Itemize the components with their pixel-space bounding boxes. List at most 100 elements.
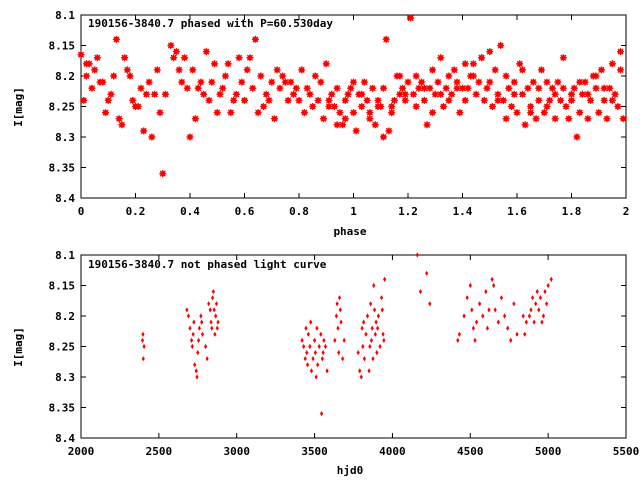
data-point [305, 362, 310, 368]
data-point [362, 356, 366, 362]
x-axis-label: phase [333, 225, 366, 238]
data-point [205, 96, 213, 104]
data-point [246, 54, 254, 62]
data-point [337, 350, 341, 356]
data-point [521, 121, 529, 129]
data-point [505, 84, 513, 92]
data-point [224, 60, 232, 68]
data-point [102, 109, 110, 117]
data-point [516, 60, 524, 68]
data-point [341, 115, 349, 123]
data-point [584, 115, 592, 123]
data-point [306, 331, 310, 337]
data-point [445, 96, 453, 104]
data-point [366, 115, 374, 123]
data-point [311, 72, 319, 80]
data-point [338, 307, 342, 313]
data-point [462, 313, 466, 319]
y-tick-label: 8.2 [55, 70, 75, 83]
data-point [390, 96, 398, 104]
data-point [317, 78, 325, 86]
data-point [426, 84, 434, 92]
x-tick-label: 1.4 [453, 205, 473, 218]
data-point [532, 115, 540, 123]
data-point [587, 96, 595, 104]
data-point [159, 170, 167, 178]
data-point [265, 96, 273, 104]
data-point [369, 301, 373, 307]
data-point [214, 313, 218, 319]
data-point [192, 319, 196, 325]
plot-frame [80, 254, 627, 439]
data-point [544, 301, 549, 307]
data-point [543, 78, 551, 86]
data-point [276, 84, 284, 92]
data-point [499, 96, 507, 104]
data-point [287, 78, 295, 86]
data-point [543, 103, 551, 110]
y-tick-label: 8.35 [49, 162, 76, 175]
data-point [359, 374, 363, 380]
data-point [344, 90, 352, 98]
data-point [214, 301, 219, 307]
data-point [178, 78, 186, 86]
data-point [215, 325, 219, 331]
data-point [304, 325, 308, 331]
data-point [481, 313, 485, 319]
data-point [412, 72, 420, 80]
data-point [185, 307, 189, 313]
data-point [381, 331, 385, 337]
y-tick-label: 8.15 [49, 280, 76, 293]
data-point [208, 307, 212, 313]
data-point [617, 66, 625, 74]
unphased-plot: 190156-3840.7 not phased light curve 8.1… [12, 249, 639, 477]
data-point [559, 54, 567, 62]
data-point [366, 109, 374, 117]
data-point [210, 295, 215, 301]
data-point [360, 78, 368, 86]
data-point [540, 109, 548, 117]
data-point [494, 96, 502, 104]
data-point [396, 90, 404, 98]
data-point [465, 295, 469, 301]
data-point [330, 103, 338, 110]
data-point [554, 78, 562, 86]
data-point [373, 331, 377, 337]
data-point [333, 337, 337, 343]
data-point [597, 66, 605, 74]
data-point [496, 319, 500, 325]
data-point [374, 103, 382, 110]
x-tick-label: 5000 [535, 445, 562, 458]
data-point [341, 356, 345, 362]
x-tick-label: 0.8 [289, 205, 309, 218]
y-tick-label: 8.4 [55, 192, 75, 205]
data-point [382, 35, 390, 43]
data-point [502, 313, 507, 319]
data-point [429, 109, 437, 117]
data-point [412, 103, 420, 110]
data-point [608, 60, 616, 68]
data-point [140, 127, 148, 135]
y-tick-label: 8.15 [49, 40, 76, 53]
data-point [189, 66, 197, 74]
data-point [342, 337, 346, 343]
data-point [409, 90, 417, 98]
data-point [537, 307, 541, 313]
x-tick-label: 4000 [379, 445, 406, 458]
data-point [210, 325, 214, 331]
data-point [407, 14, 415, 22]
data-point [313, 350, 317, 356]
data-point [578, 90, 586, 98]
data-point [194, 84, 202, 92]
data-point [325, 96, 333, 104]
data-point [404, 78, 412, 86]
data-point [221, 72, 229, 80]
data-point [363, 96, 371, 104]
data-point [499, 295, 504, 301]
data-point [183, 84, 191, 92]
data-point [445, 72, 453, 80]
data-point [335, 301, 339, 307]
y-tick-label: 8.1 [55, 249, 75, 262]
data-point [110, 72, 118, 80]
data-point [429, 66, 437, 74]
